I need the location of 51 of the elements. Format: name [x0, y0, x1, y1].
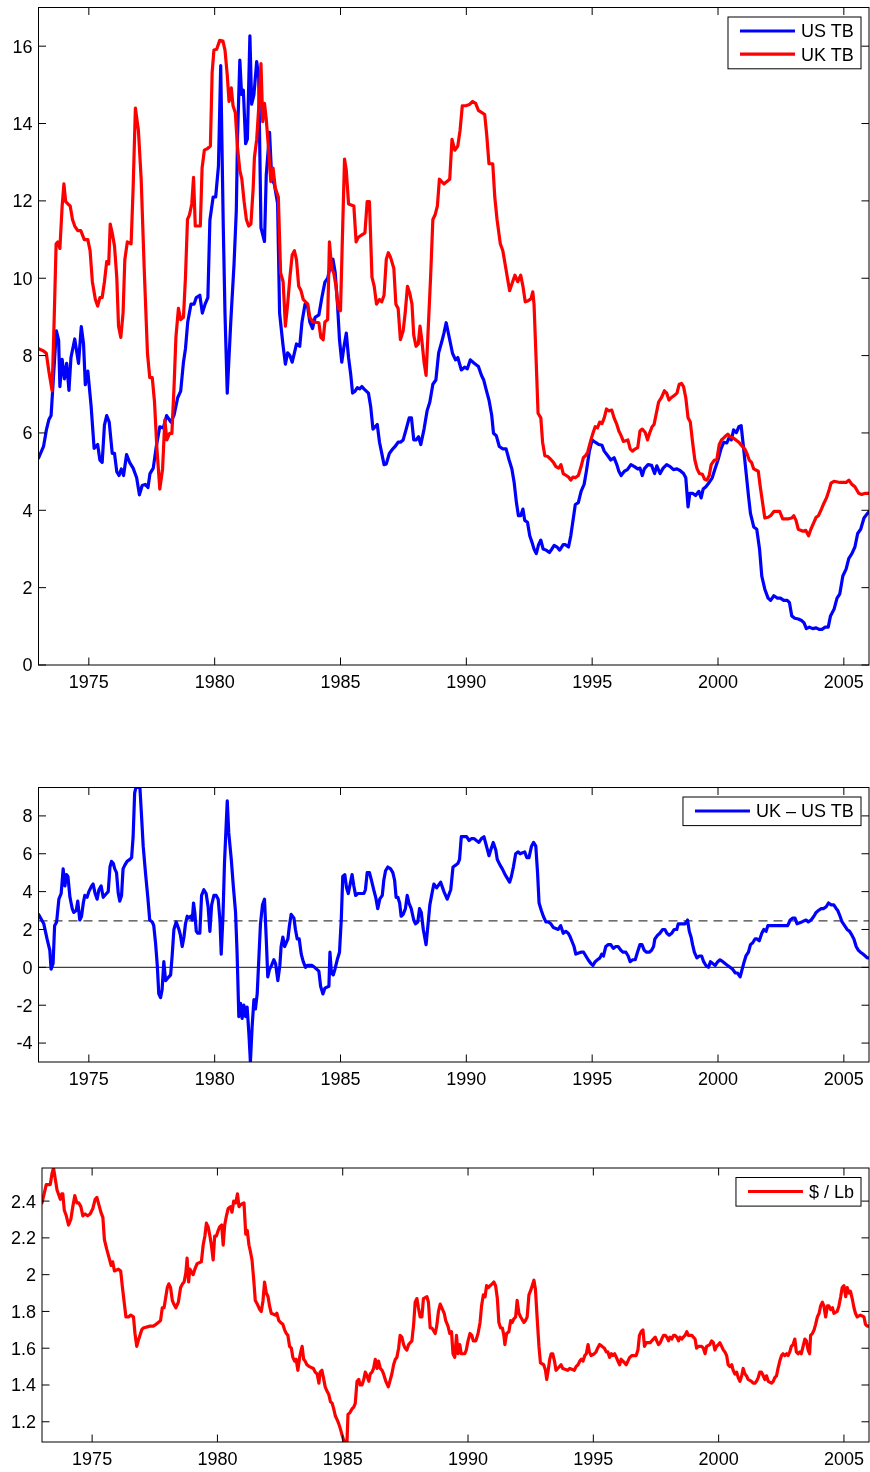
x-tick-label: 1990: [448, 1448, 489, 1469]
y-tick-label: 10: [12, 268, 33, 289]
y-tick-label: 4: [22, 500, 33, 521]
y-tick-label: 2.2: [10, 1228, 36, 1249]
x-tick-label: 1990: [446, 671, 487, 692]
x-tick-label: 1995: [573, 1448, 614, 1469]
y-tick-label: 8: [22, 345, 33, 366]
y-tick-label: 8: [22, 806, 33, 827]
y-tick-label: 0: [22, 957, 33, 978]
legend-label: $ / Lb: [808, 1181, 855, 1202]
y-tick-label: -2: [16, 995, 33, 1016]
y-tick-label: 6: [22, 423, 33, 444]
x-tick-label: 2005: [823, 1448, 864, 1469]
x-tick-label: 1980: [194, 1068, 235, 1089]
x-tick-label: 1975: [72, 1448, 113, 1469]
line-series: [38, 38, 869, 538]
x-tick-label: 2000: [697, 1068, 739, 1089]
line-series: [38, 787, 869, 1062]
y-tick-label: 4: [22, 882, 33, 903]
x-tick-label: 1980: [194, 671, 235, 692]
x-tick-label: 2005: [823, 1068, 864, 1089]
y-tick-label: 2: [22, 578, 33, 599]
x-tick-label: 1975: [68, 1068, 109, 1089]
line-series: [42, 1168, 869, 1442]
y-tick-label: 6: [22, 844, 33, 865]
y-tick-label: 12: [12, 191, 33, 212]
x-tick-label: 1985: [320, 1068, 361, 1089]
y-tick-label: 14: [12, 113, 33, 134]
x-tick-label: 1995: [572, 1068, 613, 1089]
y-tick-label: 1.2: [10, 1412, 36, 1433]
y-tick-label: 0: [22, 655, 33, 676]
y-tick-label: -4: [16, 1033, 33, 1054]
legend-label: US TB: [800, 21, 854, 42]
x-tick-label: 1975: [68, 671, 109, 692]
x-tick-label: 2000: [697, 671, 739, 692]
y-tick-label: 16: [12, 36, 33, 57]
x-tick-label: 1990: [446, 1068, 487, 1089]
x-tick-label: 1995: [572, 671, 613, 692]
y-tick-label: 1.4: [10, 1375, 36, 1396]
y-tick-label: 2: [25, 1265, 36, 1286]
legend-label: UK TB: [800, 44, 854, 65]
x-tick-label: 2000: [698, 1448, 739, 1469]
y-tick-label: 2.4: [10, 1191, 36, 1212]
x-tick-label: 2005: [823, 671, 864, 692]
y-tick-label: 1.8: [10, 1301, 36, 1322]
x-tick-label: 1985: [320, 671, 361, 692]
x-tick-label: 1985: [322, 1448, 363, 1469]
y-tick-label: 2: [22, 919, 33, 940]
x-tick-label: 1980: [197, 1448, 238, 1469]
y-tick-label: 1.6: [10, 1338, 36, 1359]
legend-label: UK – US TB: [755, 801, 854, 822]
